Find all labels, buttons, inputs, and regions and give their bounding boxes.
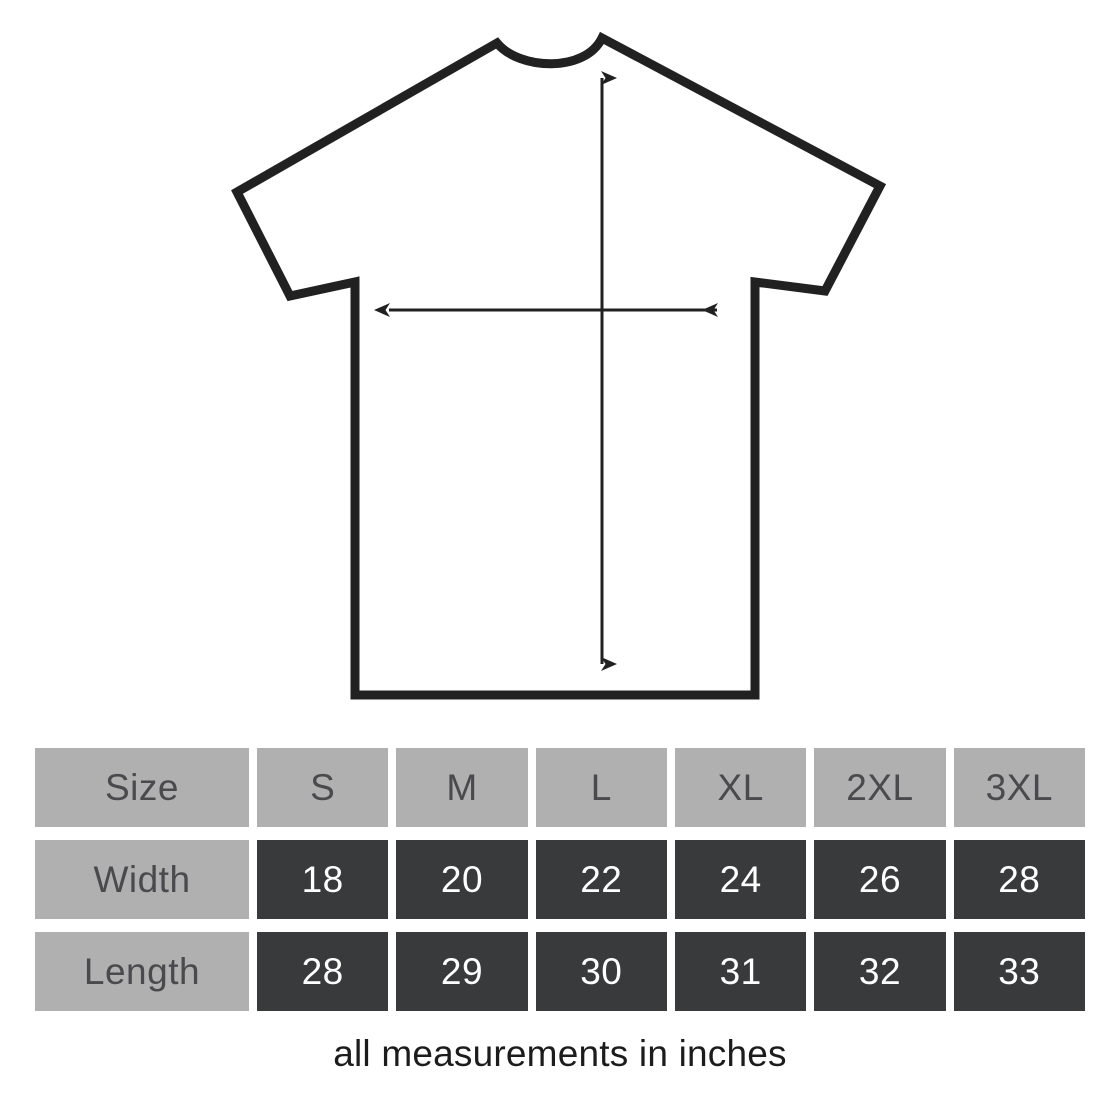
table-row: Length 28 29 30 31 32 33: [35, 932, 1085, 1011]
tshirt-outline-shape: [231, 31, 887, 700]
size-header-2xl: 2XL: [814, 748, 946, 827]
length-value-3xl: 33: [953, 932, 1085, 1011]
table-row: Width 18 20 22 24 26 28: [35, 840, 1085, 919]
length-value-l: 30: [535, 932, 667, 1011]
row-label-width: Width: [35, 840, 249, 919]
size-chart-table: Size S M L XL 2XL 3XL Width 18 20 22 24 …: [35, 748, 1085, 1011]
size-header-xl: XL: [674, 748, 807, 827]
row-label-size: Size: [35, 748, 249, 827]
length-value-2xl: 32: [814, 932, 946, 1011]
size-header-l: L: [535, 748, 667, 827]
length-value-s: 28: [257, 932, 389, 1011]
size-header-3xl: 3XL: [953, 748, 1085, 827]
table-row: Size S M L XL 2XL 3XL: [35, 748, 1085, 827]
size-header-s: S: [257, 748, 389, 827]
length-value-m: 29: [396, 932, 528, 1011]
width-value-2xl: 26: [814, 840, 946, 919]
size-header-m: M: [396, 748, 528, 827]
width-value-m: 20: [396, 840, 528, 919]
tshirt-illustration: [231, 31, 887, 700]
width-value-s: 18: [257, 840, 389, 919]
row-label-length: Length: [35, 932, 249, 1011]
length-value-xl: 31: [674, 932, 807, 1011]
width-value-l: 22: [535, 840, 667, 919]
measurement-units-caption: all measurements in inches: [333, 1033, 787, 1074]
width-value-xl: 24: [674, 840, 807, 919]
width-value-3xl: 28: [953, 840, 1085, 919]
